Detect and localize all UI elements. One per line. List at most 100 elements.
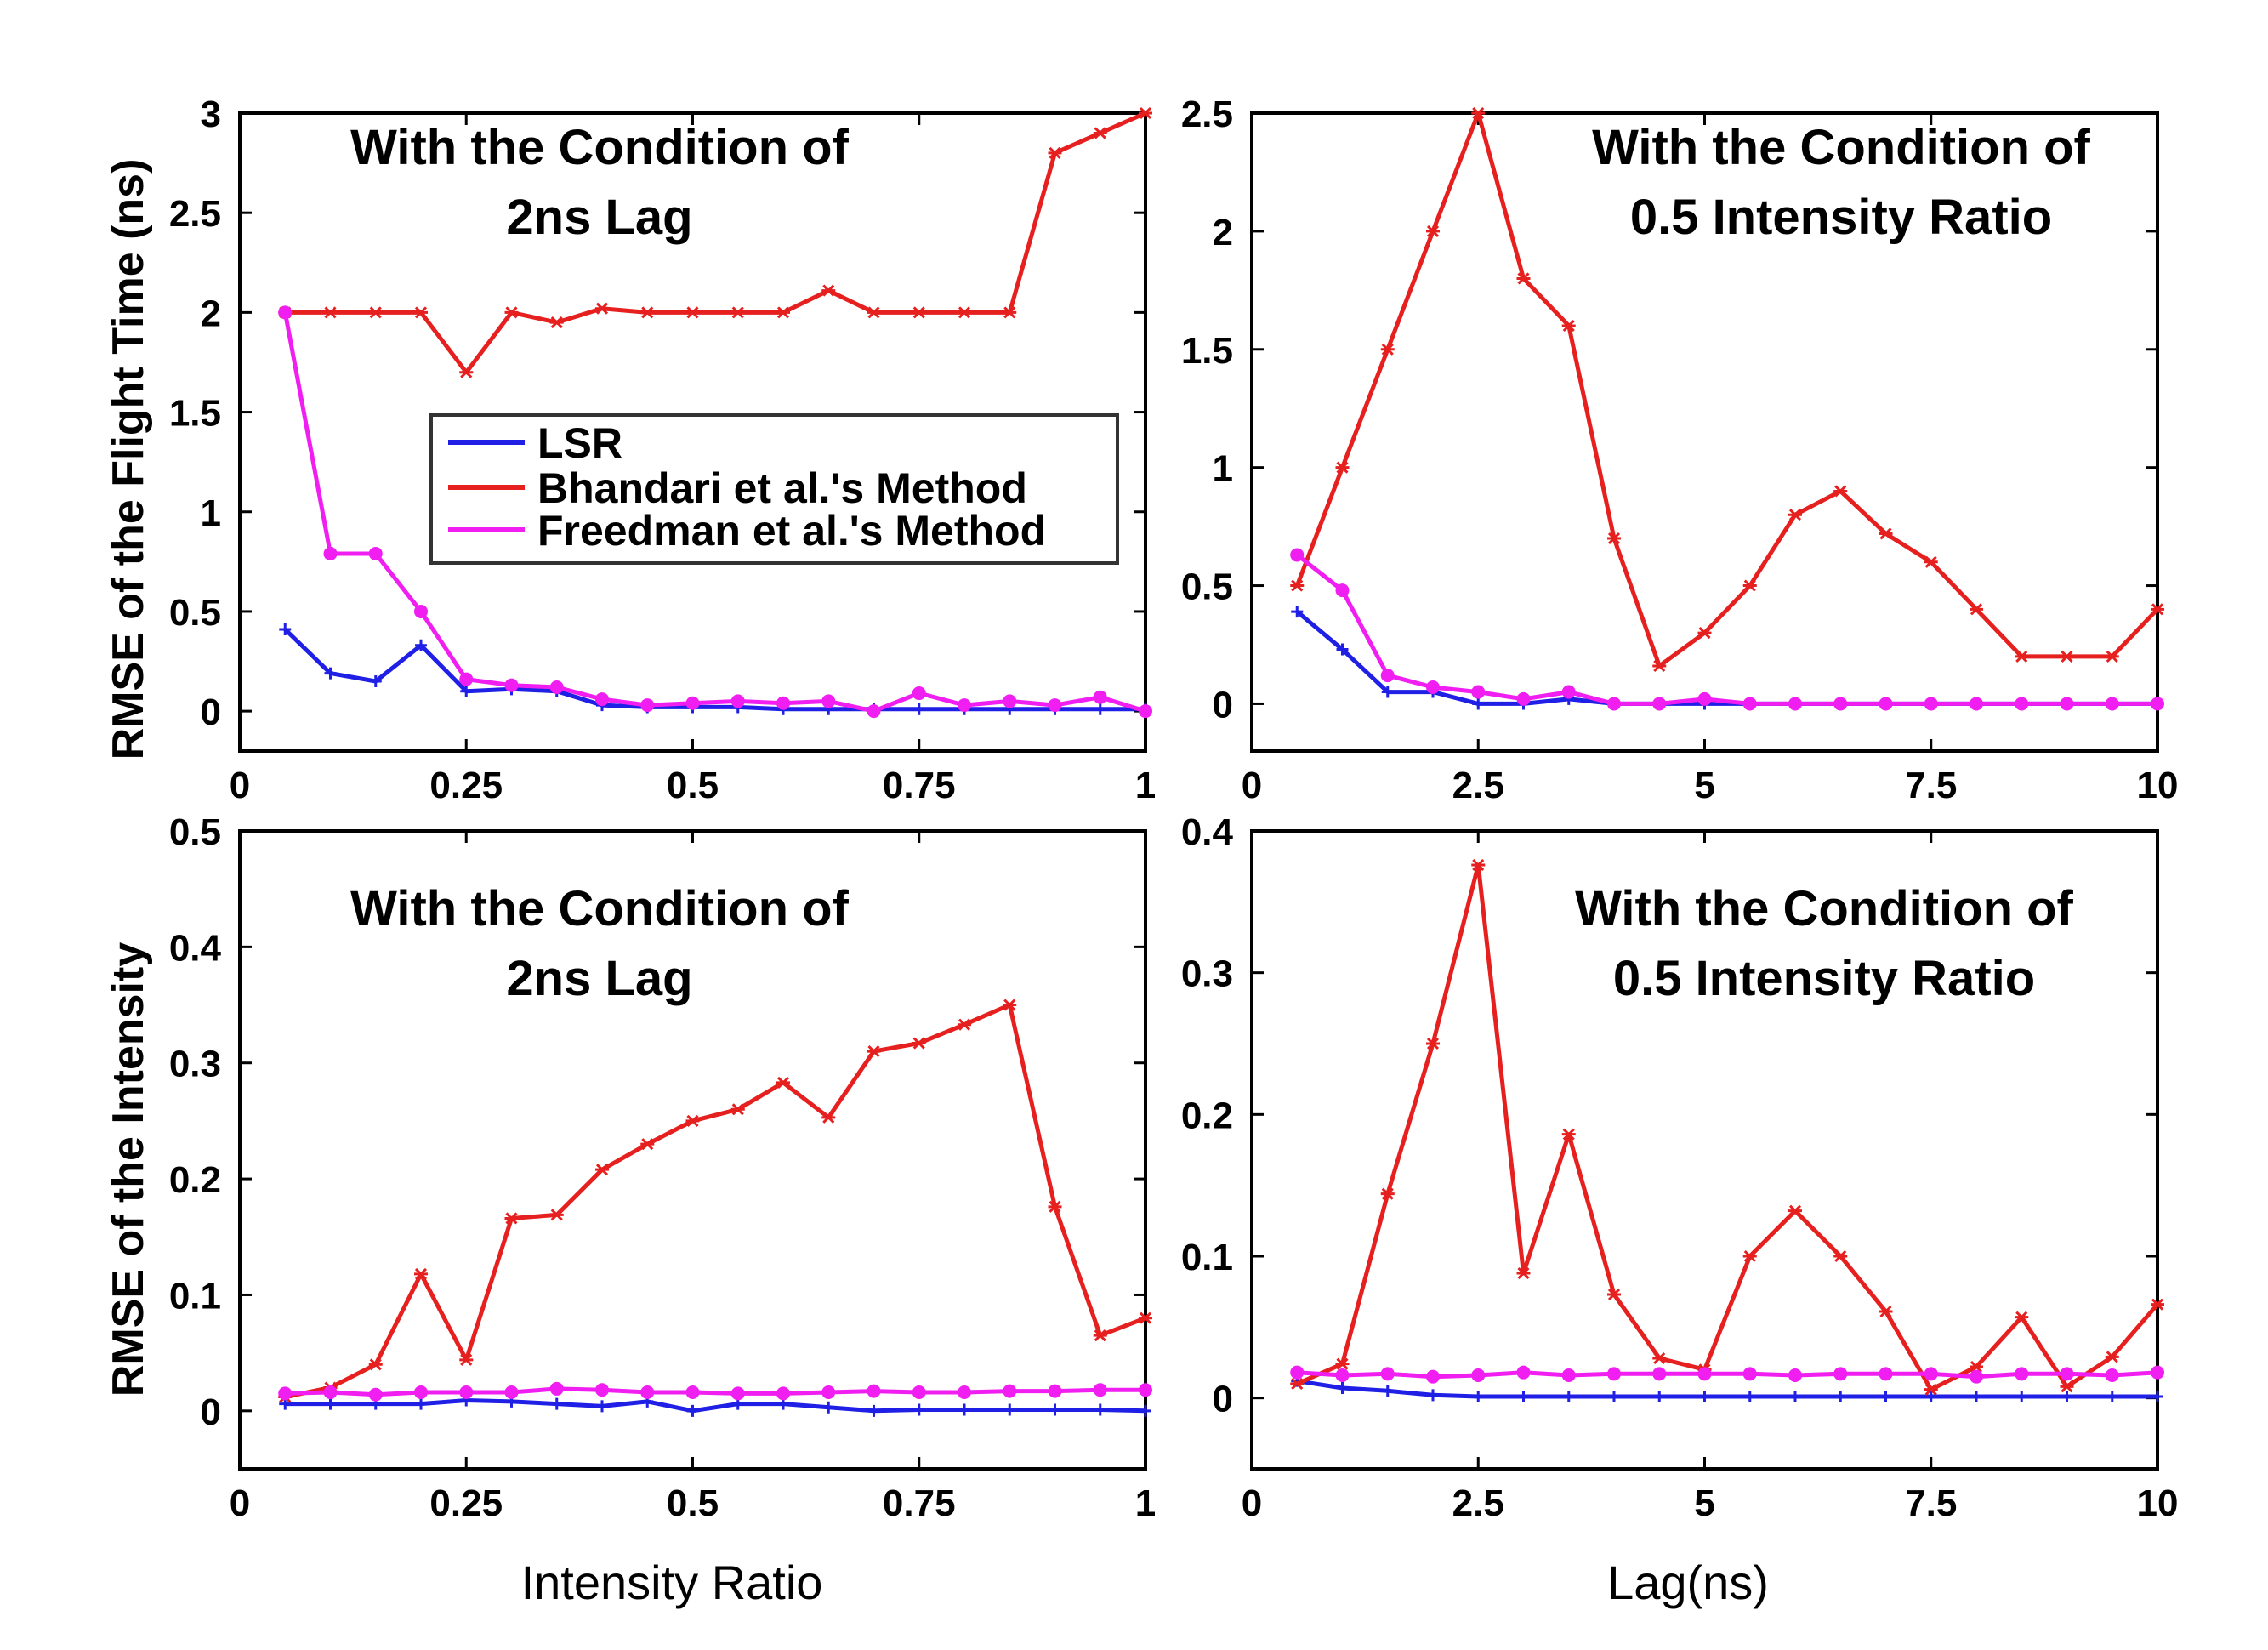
data-point-freedman <box>1970 697 1983 711</box>
data-point-freedman <box>1879 1367 1893 1381</box>
data-point-freedman <box>1290 1365 1305 1380</box>
data-point-bhandari <box>685 306 700 319</box>
data-point-freedman <box>685 696 700 710</box>
data-point-bhandari <box>1380 1187 1395 1200</box>
data-point-bhandari <box>414 306 428 319</box>
data-point-bhandari <box>1652 1351 1667 1365</box>
data-point-freedman <box>1833 697 1848 711</box>
data-point-freedman <box>1788 1368 1802 1382</box>
x-tick-label: 0.25 <box>429 765 503 806</box>
data-point-freedman <box>1380 669 1395 683</box>
data-point-lsr <box>1140 1404 1151 1417</box>
data-point-freedman <box>1833 1367 1848 1381</box>
data-point-lsr <box>1381 1385 1394 1397</box>
data-point-freedman <box>1093 690 1107 704</box>
data-point-freedman <box>958 698 971 713</box>
data-point-lsr <box>1879 1391 1892 1402</box>
y-tick-label: 2 <box>201 293 221 334</box>
data-point-bhandari <box>1561 319 1576 333</box>
data-point-bhandari <box>549 1209 564 1221</box>
data-point-freedman <box>1607 1367 1621 1381</box>
x-axis-label-right: Lag(ns) <box>1607 1556 1769 1609</box>
data-point-bhandari <box>323 306 338 319</box>
data-point-bhandari <box>958 306 971 319</box>
data-point-bhandari <box>1048 1200 1062 1213</box>
x-tick-label: 2.5 <box>1452 765 1504 806</box>
data-point-lsr <box>550 1397 563 1410</box>
data-point-bhandari <box>1652 659 1667 673</box>
data-point-bhandari <box>1093 1329 1107 1342</box>
data-point-bhandari <box>1879 527 1893 540</box>
legend-label-freedman: Freedman et al.'s Method <box>537 507 1046 555</box>
data-point-bhandari <box>414 1267 428 1280</box>
data-point-lsr <box>324 667 337 680</box>
data-point-bhandari <box>595 302 609 315</box>
data-point-lsr <box>912 703 925 715</box>
x-tick-label: 10 <box>2137 1482 2179 1524</box>
y-tick-label: 1.5 <box>1181 330 1233 372</box>
data-point-lsr <box>415 1397 427 1410</box>
series-line-freedman <box>285 1386 1145 1397</box>
data-point-freedman <box>2105 1368 2119 1382</box>
y-tick-label: 0.1 <box>1181 1237 1233 1278</box>
data-point-freedman <box>1924 1367 1938 1381</box>
data-point-freedman <box>2015 697 2029 711</box>
data-point-freedman <box>685 1385 700 1399</box>
y-tick-label: 0 <box>1213 684 1233 725</box>
data-point-freedman <box>2015 1367 2029 1381</box>
data-point-bhandari <box>2060 1380 2074 1393</box>
data-point-bhandari <box>1516 1266 1531 1280</box>
data-point-bhandari <box>1970 603 1983 616</box>
y-tick-label: 0.2 <box>1181 1095 1233 1136</box>
x-tick-label: 0.75 <box>883 1482 956 1524</box>
data-point-bhandari <box>912 1037 926 1050</box>
data-point-lsr <box>867 1404 880 1417</box>
legend-label-lsr: LSR <box>537 419 622 467</box>
data-point-lsr <box>1834 1391 1847 1402</box>
data-point-bhandari <box>1788 1204 1802 1217</box>
x-tick-label: 10 <box>2137 765 2179 806</box>
data-point-freedman <box>323 1385 338 1399</box>
data-point-freedman <box>1742 697 1757 711</box>
data-point-freedman <box>368 546 383 560</box>
panel-annotation-line-2: 2ns Lag <box>506 951 692 1006</box>
y-tick-label: 2 <box>1213 212 1233 253</box>
data-point-bhandari <box>685 1114 700 1127</box>
y-tick-label: 0.5 <box>1181 566 1233 608</box>
y-tick-label: 0 <box>201 1391 221 1433</box>
data-point-lsr <box>1698 1391 1711 1402</box>
data-point-bhandari <box>595 1164 609 1176</box>
data-point-lsr <box>1562 1391 1575 1402</box>
data-point-freedman <box>368 1387 383 1402</box>
data-point-bhandari <box>912 306 926 319</box>
data-point-freedman <box>1426 680 1440 694</box>
data-point-bhandari <box>1426 1037 1440 1050</box>
chart-panel-2: 0 2.5 5 7.5 10 0 0.5 1 1.5 2 2.5 With the Condition… <box>1181 94 2179 806</box>
data-point-bhandari <box>1380 343 1395 356</box>
data-point-freedman <box>958 1385 971 1399</box>
chart-panel-4: 0 2.5 5 7.5 10 0 0.1 0.2 0.3 0.4 With the Conditio… <box>1181 811 2179 1524</box>
x-tick-label: 0 <box>230 765 250 806</box>
data-point-bhandari <box>2151 1298 2164 1311</box>
data-point-bhandari <box>730 306 745 319</box>
panel-annotation-line-1: With the Condition of <box>350 120 849 175</box>
data-point-bhandari <box>1833 1249 1848 1263</box>
data-point-lsr <box>1517 1391 1530 1402</box>
data-point-bhandari <box>459 1353 474 1366</box>
data-point-lsr <box>2151 1391 2163 1402</box>
x-tick-label: 5 <box>1694 765 1714 806</box>
y-axis-label-bottom: RMSE of the Intensity <box>104 942 153 1397</box>
data-point-bhandari <box>1471 858 1486 872</box>
data-point-lsr <box>958 1403 970 1416</box>
data-point-freedman <box>1970 1369 1983 1384</box>
y-tick-label: 0.4 <box>1181 811 1234 853</box>
data-point-bhandari <box>1003 306 1017 319</box>
legend-box <box>429 413 1119 565</box>
data-point-lsr <box>1472 697 1485 710</box>
data-point-freedman <box>1924 697 1938 711</box>
data-point-freedman <box>1335 583 1350 598</box>
data-point-freedman <box>1561 685 1576 699</box>
data-point-bhandari <box>368 1358 383 1371</box>
data-point-lsr <box>1381 686 1394 698</box>
